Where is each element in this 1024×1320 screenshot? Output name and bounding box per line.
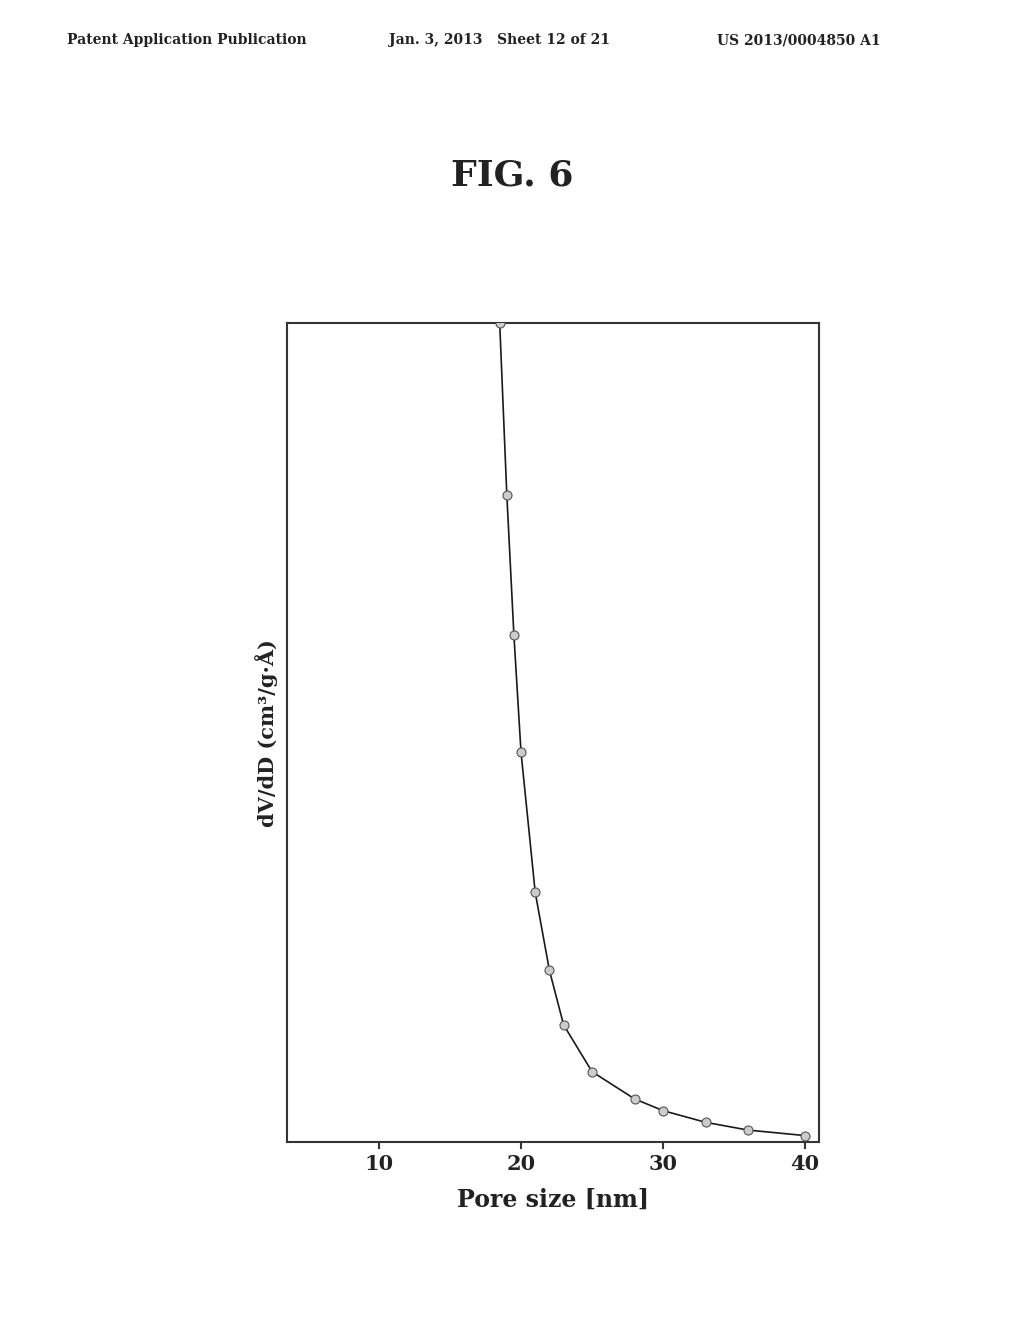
Text: Patent Application Publication: Patent Application Publication — [67, 33, 306, 48]
Text: FIG. 6: FIG. 6 — [451, 158, 573, 193]
X-axis label: Pore size [nm]: Pore size [nm] — [457, 1188, 649, 1212]
Text: Jan. 3, 2013   Sheet 12 of 21: Jan. 3, 2013 Sheet 12 of 21 — [389, 33, 610, 48]
Y-axis label: dV/dD (cm³/g·Å): dV/dD (cm³/g·Å) — [255, 639, 279, 826]
Text: US 2013/0004850 A1: US 2013/0004850 A1 — [717, 33, 881, 48]
